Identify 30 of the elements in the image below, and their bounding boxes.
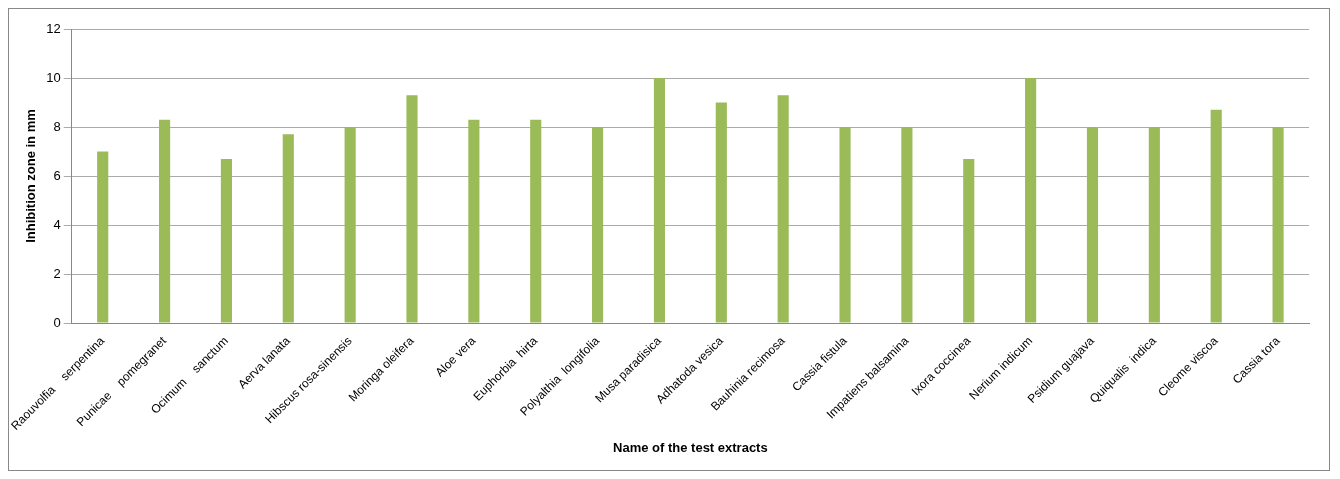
bar <box>1210 109 1222 323</box>
y-tick-label: 2 <box>53 265 61 281</box>
x-axis-title: Name of the test extracts <box>613 439 768 455</box>
bar <box>839 127 851 323</box>
y-tick-label: 12 <box>46 20 61 36</box>
y-tick-label: 6 <box>53 167 61 183</box>
bar <box>97 151 109 323</box>
bar <box>901 127 913 323</box>
bar <box>715 102 727 323</box>
y-tick-label: 4 <box>53 216 61 232</box>
bar <box>282 134 294 323</box>
bar <box>653 78 666 323</box>
bar <box>344 127 356 323</box>
y-tick-label: 10 <box>46 69 61 85</box>
bar <box>1272 127 1284 323</box>
bar <box>1086 127 1099 323</box>
bar <box>468 119 480 323</box>
y-tick-label: 0 <box>53 314 61 330</box>
bar <box>220 158 232 323</box>
bar <box>1025 78 1037 323</box>
x-tick-label: Aloe vera <box>432 333 479 380</box>
bar <box>159 119 171 323</box>
bar <box>406 95 418 323</box>
y-axis-title: Inhibition zone in mm <box>23 109 39 243</box>
bar <box>963 158 975 323</box>
bar <box>530 119 542 323</box>
bar <box>1148 127 1160 323</box>
y-tick-label: 8 <box>53 118 61 134</box>
bar <box>592 127 604 323</box>
bar <box>777 95 789 323</box>
